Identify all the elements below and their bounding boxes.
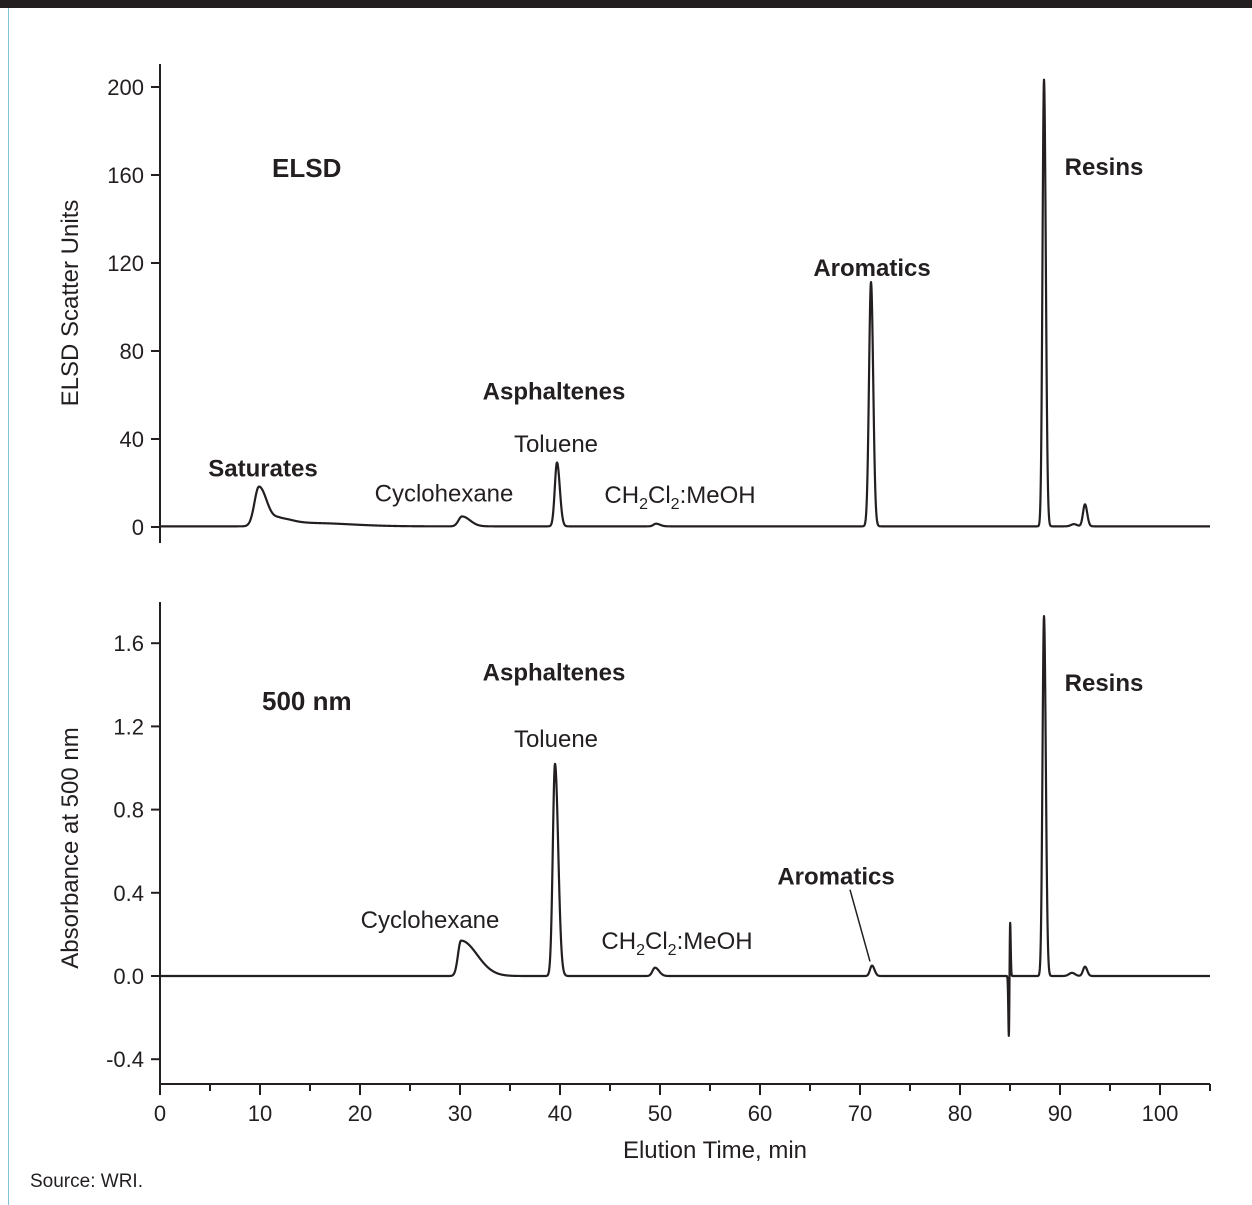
peak-label: Aromatics [813, 255, 930, 282]
detector-label: ELSD [272, 153, 341, 183]
aromatics-pointer [849, 889, 871, 962]
top-bar [0, 0, 1252, 8]
y-tick-label: -0.4 [106, 1047, 144, 1072]
x-tick-label: 80 [948, 1101, 972, 1126]
y-tick-label: 1.6 [113, 631, 144, 656]
peak-label: Asphaltenes [483, 378, 626, 405]
y-tick-label: 200 [107, 75, 144, 100]
y-tick-label: 0.8 [113, 798, 144, 823]
x-tick-label: 30 [448, 1101, 472, 1126]
formula-part: Cl [645, 928, 668, 955]
peak-label: Resins [1065, 670, 1144, 697]
solvent-label: CH2Cl2:MeOH [604, 482, 755, 513]
y-axis-title: Absorbance at 500 nm [57, 727, 84, 969]
formula-part: :MeOH [680, 482, 756, 509]
x-tick-label: 0 [154, 1101, 166, 1126]
x-tick-label: 90 [1048, 1101, 1072, 1126]
peak-label: Aromatics [777, 863, 894, 890]
peak-label: Resins [1065, 154, 1144, 181]
formula-part: CH [604, 482, 639, 509]
subscript: 2 [668, 942, 677, 959]
y-axis-title: ELSD Scatter Units [57, 200, 84, 407]
peak-label: Cyclohexane [361, 907, 500, 934]
chromatogram-trace [159, 615, 1211, 1037]
x-tick-label: 100 [1142, 1101, 1179, 1126]
y-tick-label: 120 [107, 251, 144, 276]
x-axis-title: Elution Time, min [623, 1137, 807, 1164]
peak-label: Asphaltenes [483, 660, 626, 687]
x-tick-label: 60 [748, 1101, 772, 1126]
source-note: Source: WRI. [30, 1171, 143, 1192]
y-tick-label: 40 [120, 427, 144, 452]
peak-label: Toluene [514, 431, 598, 458]
y-tick-label: 0.4 [113, 881, 144, 906]
y-tick-label: 80 [120, 339, 144, 364]
solvent-label: CH2Cl2:MeOH [601, 928, 752, 959]
x-tick-label: 20 [348, 1101, 372, 1126]
peak-label: Cyclohexane [375, 481, 514, 508]
formula-part: CH [601, 928, 636, 955]
elsd-panel: 0 40 80 120 160 200 ELSD Scatter Units ELSD Satu… [57, 64, 1211, 543]
x-tick-label: 40 [548, 1101, 572, 1126]
absorbance-panel: -0.4 0.0 0.4 0.8 1.2 1.6 Absorbance at 500 nm 0… [57, 602, 1211, 1164]
x-tick-label: 50 [648, 1101, 672, 1126]
subscript: 2 [671, 496, 680, 513]
peak-label: Toluene [514, 726, 598, 753]
y-tick-label: 0 [132, 515, 144, 540]
peak-label: Saturates [208, 455, 317, 482]
formula-part: Cl [648, 482, 671, 509]
subscript: 2 [639, 496, 648, 513]
y-tick-label: 1.2 [113, 714, 144, 739]
x-tick-label: 70 [848, 1101, 872, 1126]
chromatogram-trace [159, 78, 1211, 528]
left-rule [8, 8, 9, 1205]
y-tick-label: 160 [107, 163, 144, 188]
x-tick-label: 10 [248, 1101, 272, 1126]
detector-label: 500 nm [262, 686, 352, 716]
formula-part: :MeOH [677, 928, 753, 955]
y-tick-label: 0.0 [113, 964, 144, 989]
subscript: 2 [636, 942, 645, 959]
